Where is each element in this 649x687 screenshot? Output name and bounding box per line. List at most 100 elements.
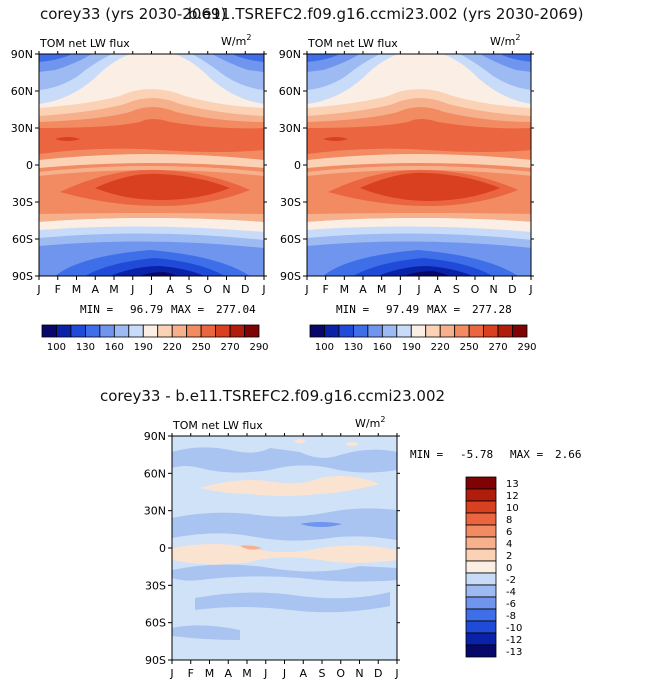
panel-right-xtick-label: M — [340, 283, 350, 296]
panel-diff-ytick-label: 60S — [145, 617, 166, 630]
panel-diff-xtick-label: J — [169, 667, 173, 680]
colorbar-diff-swatch — [465, 608, 497, 622]
panel-left-ytick-label: 30S — [12, 196, 33, 209]
title-left: corey33 (yrs 2030-2069) — [40, 5, 226, 23]
panel-right-ytick-label: 30S — [280, 196, 301, 209]
panel-diff-ytick-label: 60N — [144, 467, 166, 480]
colorbar-left-label: 220 — [163, 342, 182, 353]
panel-left-ytick-label: 60S — [12, 233, 33, 246]
panel-right-units-sup: 2 — [515, 33, 520, 42]
panel-diff-ytick-label: 90N — [144, 430, 166, 443]
colorbar-left-label: 100 — [47, 342, 66, 353]
colorbar-diff-label: 8 — [506, 515, 512, 526]
panel-left-xtick-label: O — [203, 283, 212, 296]
panel-diff-xtick-label: A — [224, 667, 232, 680]
panel-left-xtick-label: F — [55, 283, 61, 296]
colorbar-diff-label: 12 — [506, 491, 519, 502]
panel-diff-xtick-label: J — [394, 667, 398, 680]
panel-diff-ytick-label: 30S — [145, 579, 166, 592]
panel-right-ytick-label: 90S — [280, 270, 301, 283]
panel-left-xtick-label: S — [186, 283, 193, 296]
colorbar-diff-swatch — [465, 488, 497, 502]
colorbar-diff-label: 13 — [506, 479, 519, 490]
panel-diff-variable: TOM net LW flux — [172, 419, 263, 432]
panel-right-xtick-label: J — [304, 283, 308, 296]
colorbar-left-label: 160 — [105, 342, 124, 353]
colorbar-right-swatch — [497, 324, 513, 338]
panel-left-xtick-label: A — [166, 283, 174, 296]
colorbar-left-swatch — [128, 324, 144, 338]
colorbar-right-label: 100 — [315, 342, 334, 353]
panel-left-xtick-label: J — [130, 283, 134, 296]
colorbar-right-label: 270 — [489, 342, 508, 353]
colorbar-diff-swatch — [465, 572, 497, 586]
panel-left-xtick-label: M — [109, 283, 119, 296]
colorbar-diff-swatch — [465, 560, 497, 574]
panel-right-max-label: MAX = — [427, 303, 460, 316]
colorbar-diff-swatch — [465, 536, 497, 550]
panel-left-variable: TOM net LW flux — [39, 37, 130, 50]
panel-left-ytick-label: 30N — [11, 122, 33, 135]
panel-left-units: W/m2 — [221, 33, 251, 48]
panel-diff-xtick-label: A — [299, 667, 307, 680]
colorbar-diff-swatch — [465, 632, 497, 646]
panel-right-xtick-label: M — [377, 283, 387, 296]
panel-diff-ytick-label: 90S — [145, 654, 166, 667]
colorbar-left-label: 270 — [221, 342, 240, 353]
panel-left-max-label: MAX = — [171, 303, 204, 316]
colorbar-left-swatch — [113, 324, 130, 338]
panel-right-ytick-label: 60S — [280, 233, 301, 246]
panel-left-ytick-label: 90N — [11, 48, 33, 61]
panel-diff-xtick-label: J — [263, 667, 267, 680]
panel-left-min-label: MIN = — [80, 303, 113, 316]
colorbar-diff-label: 2 — [506, 551, 512, 562]
colorbar-diff-swatch — [465, 548, 497, 562]
panel-right-ytick-label: 90N — [279, 48, 301, 61]
colorbar-left-label: 290 — [249, 342, 268, 353]
panel-right-min: 97.49 — [386, 303, 419, 316]
panel-right-xtick-label: A — [359, 283, 367, 296]
panel-diff-max-label: MAX = — [510, 448, 543, 461]
colorbar-diff-label: 6 — [506, 527, 512, 538]
panel-right-xtick-label: J — [398, 283, 402, 296]
colorbar-right-swatch — [425, 324, 441, 338]
colorbar-diff-label: -12 — [506, 635, 522, 646]
panel-diff-xtick-label: J — [282, 667, 286, 680]
colorbar-right-swatch — [396, 324, 412, 338]
panel-diff-units: W/m2 — [355, 415, 385, 430]
panel-diff-ytick-label: 0 — [159, 542, 166, 555]
colorbar-diff-swatch — [465, 500, 497, 514]
colorbar-left-label: 190 — [134, 342, 153, 353]
colorbar-diff-label: -2 — [506, 575, 516, 586]
colorbar-right-label: 190 — [402, 342, 421, 353]
panel-right-ytick-label: 30N — [279, 122, 301, 135]
colorbar-right-swatch — [410, 324, 427, 338]
colorbar-diff-swatch — [465, 476, 497, 490]
colorbar-diff-label: 4 — [506, 539, 512, 550]
colorbar-right-label: 250 — [460, 342, 479, 353]
panel-right-xtick-label: J — [528, 283, 532, 296]
panel-left-ytick-label: 90S — [12, 270, 33, 283]
colorbar-left-swatch — [157, 324, 173, 338]
panel-right-variable: TOM net LW flux — [307, 37, 398, 50]
panel-diff-xtick-label: S — [319, 667, 326, 680]
colorbar-diff-label: -10 — [506, 623, 522, 634]
colorbar-left-swatch — [200, 324, 216, 338]
colorbar-diff-swatch — [465, 584, 497, 598]
colorbar-right-label: 130 — [344, 342, 363, 353]
panel-right-xtick-label: D — [508, 283, 516, 296]
panel-left-ytick-label: 0 — [26, 159, 33, 172]
panel-right-ytick-label: 0 — [294, 159, 301, 172]
colorbar-left-swatch — [99, 324, 115, 338]
contour-field-diff — [172, 436, 397, 660]
colorbar-left-swatch — [85, 324, 101, 338]
panel-left-ytick-label: 60N — [11, 85, 33, 98]
colorbar-left-swatch — [56, 324, 72, 338]
colorbar-right-label: 220 — [431, 342, 450, 353]
panel-left-xtick-label: J — [261, 283, 265, 296]
panel-diff-xtick-label: F — [188, 667, 194, 680]
